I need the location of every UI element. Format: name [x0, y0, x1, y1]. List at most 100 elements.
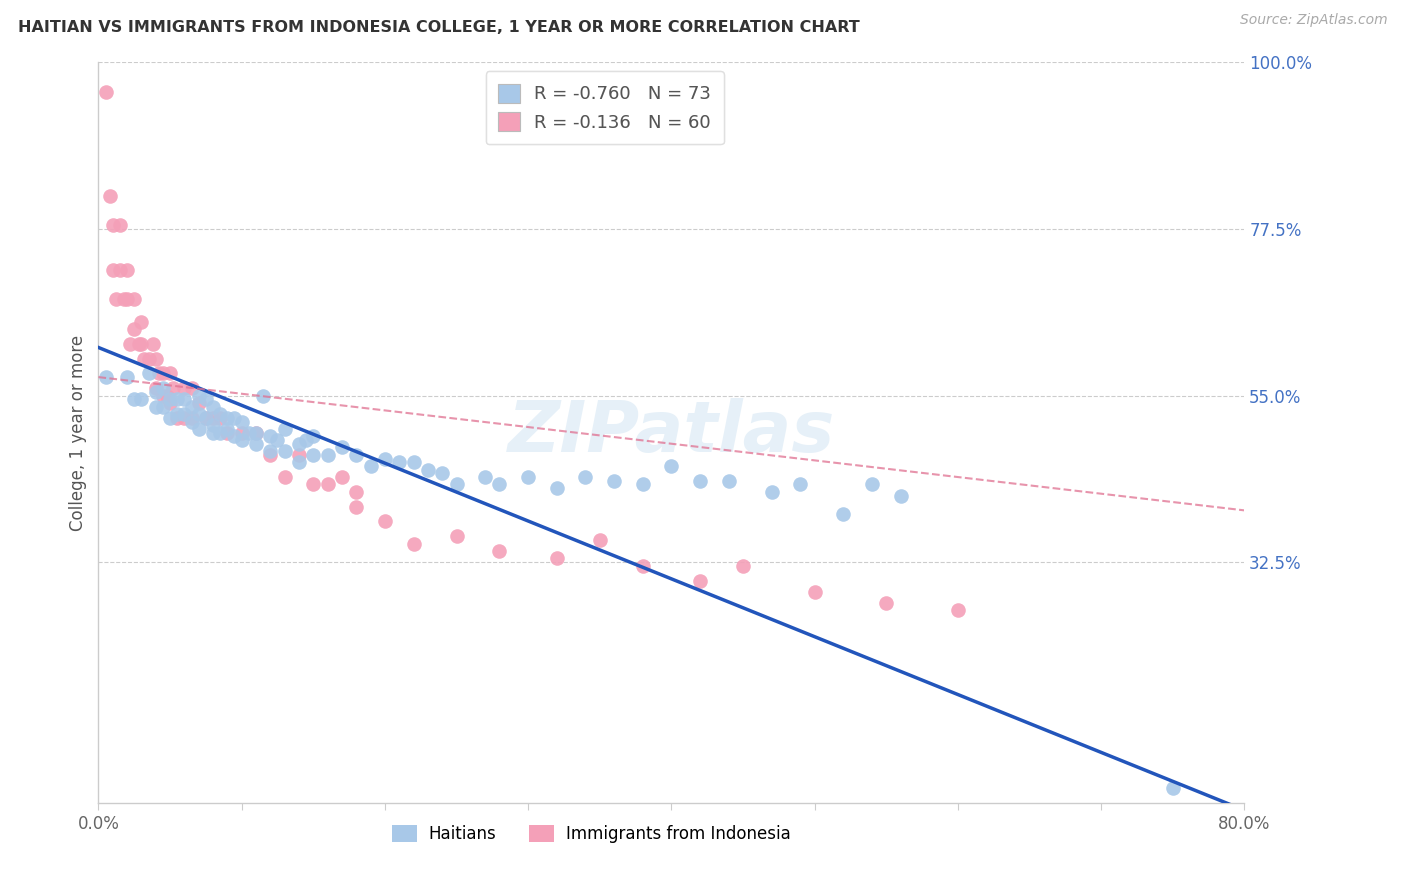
Text: HAITIAN VS IMMIGRANTS FROM INDONESIA COLLEGE, 1 YEAR OR MORE CORRELATION CHART: HAITIAN VS IMMIGRANTS FROM INDONESIA COL… [18, 20, 860, 35]
Point [717, 474, 740, 488]
Point [217, 425, 239, 440]
Point [402, 455, 425, 469]
Point [875, 596, 897, 610]
Point [202, 410, 225, 425]
Point [631, 477, 654, 491]
Point [118, 336, 141, 351]
Point [209, 410, 232, 425]
Point [98, 188, 121, 202]
Point [202, 400, 225, 414]
Point [259, 448, 281, 462]
Point [180, 381, 202, 395]
Point [316, 448, 339, 462]
Point [488, 544, 510, 558]
Point [245, 436, 267, 450]
Point [374, 515, 396, 529]
Point [156, 388, 179, 402]
Point [224, 429, 246, 443]
Point [344, 448, 367, 462]
Point [273, 444, 295, 458]
Point [138, 367, 160, 381]
Text: ZIPatlas: ZIPatlas [508, 398, 835, 467]
Point [180, 415, 202, 429]
Point [416, 462, 439, 476]
Point [104, 293, 127, 307]
Point [166, 410, 188, 425]
Point [689, 474, 711, 488]
Point [252, 388, 274, 402]
Legend: Haitians, Immigrants from Indonesia: Haitians, Immigrants from Indonesia [385, 819, 797, 850]
Point [162, 381, 184, 395]
Point [187, 422, 209, 436]
Point [115, 293, 138, 307]
Point [152, 367, 174, 381]
Point [159, 392, 181, 407]
Point [209, 407, 232, 421]
Point [122, 322, 145, 336]
Point [761, 484, 783, 499]
Point [194, 410, 217, 425]
Point [231, 425, 253, 440]
Point [231, 415, 253, 429]
Point [108, 262, 131, 277]
Point [546, 481, 568, 495]
Point [832, 507, 855, 521]
Point [122, 392, 145, 407]
Point [115, 370, 138, 384]
Point [152, 388, 174, 402]
Point [344, 484, 367, 499]
Point [112, 293, 135, 307]
Point [574, 470, 596, 484]
Point [302, 429, 325, 443]
Point [946, 603, 969, 617]
Point [131, 392, 153, 407]
Point [273, 470, 295, 484]
Point [145, 400, 167, 414]
Point [194, 392, 217, 407]
Point [152, 400, 174, 414]
Point [142, 336, 165, 351]
Point [159, 410, 181, 425]
Point [330, 470, 353, 484]
Point [115, 262, 138, 277]
Point [689, 574, 711, 588]
Point [474, 470, 496, 484]
Point [259, 429, 281, 443]
Point [202, 425, 225, 440]
Point [245, 425, 267, 440]
Point [860, 477, 883, 491]
Point [128, 336, 150, 351]
Point [631, 558, 654, 573]
Point [245, 425, 267, 440]
Point [180, 400, 202, 414]
Point [134, 351, 156, 366]
Point [122, 293, 145, 307]
Point [224, 410, 246, 425]
Point [344, 500, 367, 514]
Point [430, 467, 453, 481]
Point [316, 477, 339, 491]
Point [145, 384, 167, 399]
Point [209, 425, 232, 440]
Point [295, 433, 318, 447]
Point [402, 536, 425, 550]
Point [259, 444, 281, 458]
Point [661, 458, 683, 473]
Point [302, 477, 325, 491]
Point [166, 392, 188, 407]
Point [288, 448, 311, 462]
Point [446, 477, 468, 491]
Point [148, 367, 170, 381]
Point [145, 351, 167, 366]
Point [288, 455, 311, 469]
Point [360, 458, 382, 473]
Point [202, 418, 225, 433]
Point [603, 474, 626, 488]
Point [217, 410, 239, 425]
Point [388, 455, 411, 469]
Point [180, 410, 202, 425]
Point [108, 219, 131, 233]
Point [217, 422, 239, 436]
Point [94, 370, 117, 384]
Point [138, 351, 160, 366]
